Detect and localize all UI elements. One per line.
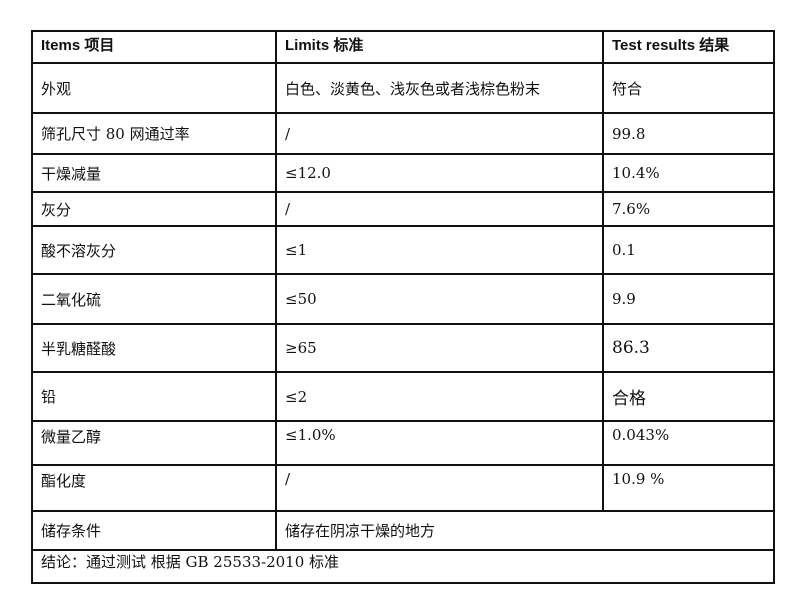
table-row: 筛孔尺寸 80 网通过率 / 99.8 bbox=[31, 112, 775, 155]
table-row: 酸不溶灰分 ≤1 0.1 bbox=[31, 225, 775, 275]
item-cell: 筛孔尺寸 80 网通过率 bbox=[31, 112, 277, 155]
result-cell: 10.9 % bbox=[602, 464, 775, 512]
test-results-table: Items 项目 Limits 标准 Test results 结果 外观 白色… bbox=[31, 30, 775, 584]
item-cell: 灰分 bbox=[31, 191, 277, 227]
table-row: 二氧化硫 ≤50 9.9 bbox=[31, 273, 775, 325]
table-row: 灰分 / 7.6% bbox=[31, 191, 775, 227]
storage-value: 储存在阴凉干燥的地方 bbox=[275, 510, 775, 551]
storage-label: 储存条件 bbox=[31, 510, 277, 551]
header-row: Items 项目 Limits 标准 Test results 结果 bbox=[31, 30, 775, 64]
result-cell: 99.8 bbox=[602, 112, 775, 155]
limit-cell: ≤50 bbox=[275, 273, 604, 325]
limit-cell: / bbox=[275, 191, 604, 227]
header-items: Items 项目 bbox=[31, 30, 277, 64]
limit-cell: ≤2 bbox=[275, 371, 604, 422]
table-row: 外观 白色、淡黄色、浅灰色或者浅棕色粉末 符合 bbox=[31, 62, 775, 114]
result-cell: 7.6% bbox=[602, 191, 775, 227]
item-cell: 铅 bbox=[31, 371, 277, 422]
item-cell: 二氧化硫 bbox=[31, 273, 277, 325]
storage-row: 储存条件 储存在阴凉干燥的地方 bbox=[31, 510, 775, 551]
header-limits: Limits 标准 bbox=[275, 30, 604, 64]
conclusion-row: 结论：通过测试 根据 GB 25533-2010 标准 bbox=[31, 549, 775, 584]
result-cell: 0.1 bbox=[602, 225, 775, 275]
result-cell: 86.3 bbox=[602, 323, 775, 373]
item-cell: 酸不溶灰分 bbox=[31, 225, 277, 275]
conclusion: 结论：通过测试 根据 GB 25533-2010 标准 bbox=[31, 549, 775, 584]
table-row: 半乳糖醛酸 ≥65 86.3 bbox=[31, 323, 775, 373]
item-cell: 外观 bbox=[31, 62, 277, 114]
limit-cell: ≤12.0 bbox=[275, 153, 604, 193]
limit-cell: / bbox=[275, 112, 604, 155]
item-cell: 酯化度 bbox=[31, 464, 277, 512]
result-cell: 10.4% bbox=[602, 153, 775, 193]
limit-cell: / bbox=[275, 464, 604, 512]
table-row: 干燥减量 ≤12.0 10.4% bbox=[31, 153, 775, 193]
header-results: Test results 结果 bbox=[602, 30, 775, 64]
limit-cell: ≤1 bbox=[275, 225, 604, 275]
item-cell: 微量乙醇 bbox=[31, 420, 277, 466]
limit-cell: 白色、淡黄色、浅灰色或者浅棕色粉末 bbox=[275, 62, 604, 114]
result-cell: 合格 bbox=[602, 371, 775, 422]
result-cell: 符合 bbox=[602, 62, 775, 114]
item-cell: 干燥减量 bbox=[31, 153, 277, 193]
result-cell: 0.043% bbox=[602, 420, 775, 466]
limit-cell: ≤1.0% bbox=[275, 420, 604, 466]
limit-cell: ≥65 bbox=[275, 323, 604, 373]
item-cell: 半乳糖醛酸 bbox=[31, 323, 277, 373]
table-row: 酯化度 / 10.9 % bbox=[31, 464, 775, 512]
table-row: 铅 ≤2 合格 bbox=[31, 371, 775, 422]
table-row: 微量乙醇 ≤1.0% 0.043% bbox=[31, 420, 775, 466]
result-cell: 9.9 bbox=[602, 273, 775, 325]
